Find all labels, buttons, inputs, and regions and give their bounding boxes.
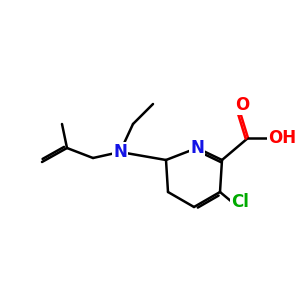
Text: N: N [113,143,127,161]
Text: Cl: Cl [231,193,249,211]
Text: OH: OH [268,129,296,147]
Text: N: N [190,139,204,157]
Text: O: O [235,96,249,114]
